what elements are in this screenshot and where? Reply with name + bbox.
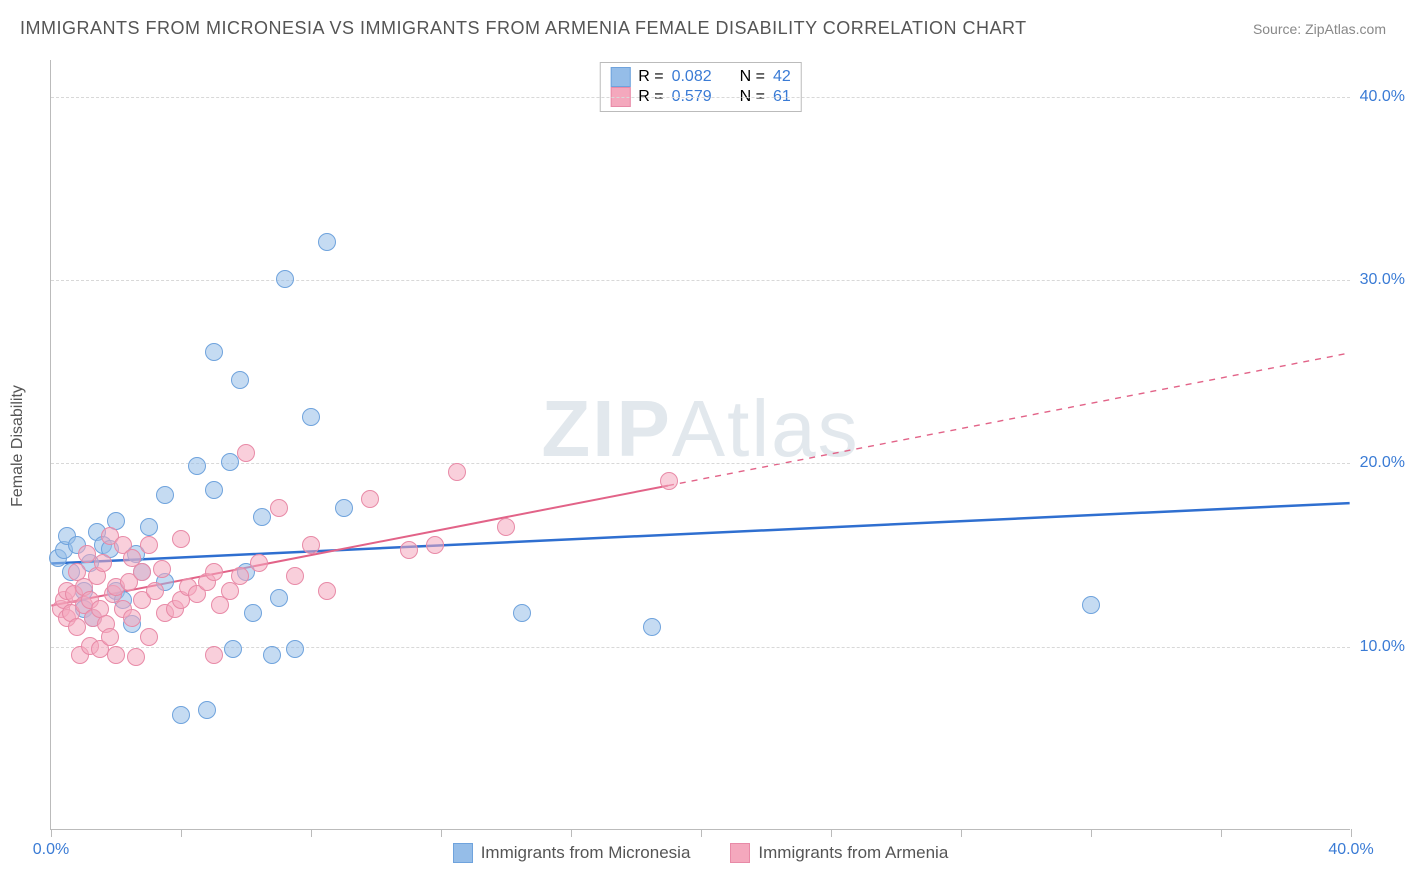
- data-point: [140, 536, 158, 554]
- data-point: [172, 706, 190, 724]
- data-point: [107, 646, 125, 664]
- x-tick: [1221, 829, 1222, 837]
- y-tick-label: 30.0%: [1360, 271, 1405, 289]
- data-point: [205, 563, 223, 581]
- data-point: [276, 270, 294, 288]
- data-point: [244, 604, 262, 622]
- data-point: [263, 646, 281, 664]
- data-point: [68, 618, 86, 636]
- data-point: [188, 457, 206, 475]
- x-tick: [51, 829, 52, 837]
- data-point: [127, 648, 145, 666]
- trend-line-dashed: [668, 353, 1350, 486]
- x-tick: [571, 829, 572, 837]
- y-tick-label: 20.0%: [1360, 454, 1405, 472]
- gridline: [51, 647, 1350, 648]
- data-point: [400, 541, 418, 559]
- data-point: [153, 560, 171, 578]
- y-tick-label: 40.0%: [1360, 88, 1405, 106]
- correlation-legend: R =0.082N =42R =0.579N =61: [599, 62, 802, 112]
- x-tick: [1351, 829, 1352, 837]
- legend-label: Immigrants from Micronesia: [481, 843, 691, 863]
- x-tick: [311, 829, 312, 837]
- data-point: [156, 486, 174, 504]
- data-point: [205, 481, 223, 499]
- legend-swatch: [730, 843, 750, 863]
- data-point: [448, 463, 466, 481]
- data-point: [426, 536, 444, 554]
- data-point: [270, 499, 288, 517]
- data-point: [198, 701, 216, 719]
- data-point: [231, 567, 249, 585]
- legend-row: R =0.082N =42: [610, 67, 791, 87]
- data-point: [205, 343, 223, 361]
- gridline: [51, 97, 1350, 98]
- data-point: [286, 567, 304, 585]
- data-point: [231, 371, 249, 389]
- legend-label: Immigrants from Armenia: [758, 843, 948, 863]
- x-tick: [831, 829, 832, 837]
- x-tick: [961, 829, 962, 837]
- data-point: [270, 589, 288, 607]
- y-axis-label: Female Disability: [9, 385, 27, 507]
- data-point: [146, 582, 164, 600]
- data-point: [302, 536, 320, 554]
- data-point: [513, 604, 531, 622]
- x-tick: [701, 829, 702, 837]
- watermark: ZIPAtlas: [541, 383, 859, 475]
- data-point: [140, 518, 158, 536]
- x-tick-label: 40.0%: [1328, 841, 1373, 859]
- legend-item: Immigrants from Micronesia: [453, 843, 691, 863]
- data-point: [1082, 596, 1100, 614]
- data-point: [224, 640, 242, 658]
- trend-line-solid: [51, 503, 1349, 563]
- title-bar: IMMIGRANTS FROM MICRONESIA VS IMMIGRANTS…: [20, 18, 1386, 39]
- x-tick: [181, 829, 182, 837]
- scatter-plot: ZIPAtlas R =0.082N =42R =0.579N =61 Immi…: [50, 60, 1350, 830]
- x-tick-label: 0.0%: [33, 841, 69, 859]
- data-point: [660, 472, 678, 490]
- legend-item: Immigrants from Armenia: [730, 843, 948, 863]
- data-point: [250, 554, 268, 572]
- data-point: [318, 233, 336, 251]
- x-tick: [1091, 829, 1092, 837]
- gridline: [51, 463, 1350, 464]
- data-point: [78, 545, 96, 563]
- data-point: [172, 530, 190, 548]
- data-point: [302, 408, 320, 426]
- data-point: [253, 508, 271, 526]
- gridline: [51, 280, 1350, 281]
- data-point: [133, 563, 151, 581]
- data-point: [205, 646, 223, 664]
- series-legend: Immigrants from Micronesia Immigrants fro…: [51, 843, 1350, 863]
- data-point: [318, 582, 336, 600]
- data-point: [101, 628, 119, 646]
- data-point: [643, 618, 661, 636]
- data-point: [94, 554, 112, 572]
- data-point: [497, 518, 515, 536]
- data-point: [221, 453, 239, 471]
- source-attribution: Source: ZipAtlas.com: [1253, 21, 1386, 37]
- data-point: [286, 640, 304, 658]
- data-point: [237, 444, 255, 462]
- chart-title: IMMIGRANTS FROM MICRONESIA VS IMMIGRANTS…: [20, 18, 1027, 39]
- legend-swatch: [610, 67, 630, 87]
- data-point: [335, 499, 353, 517]
- x-tick: [441, 829, 442, 837]
- data-point: [140, 628, 158, 646]
- legend-swatch: [453, 843, 473, 863]
- y-tick-label: 10.0%: [1360, 638, 1405, 656]
- data-point: [123, 609, 141, 627]
- data-point: [361, 490, 379, 508]
